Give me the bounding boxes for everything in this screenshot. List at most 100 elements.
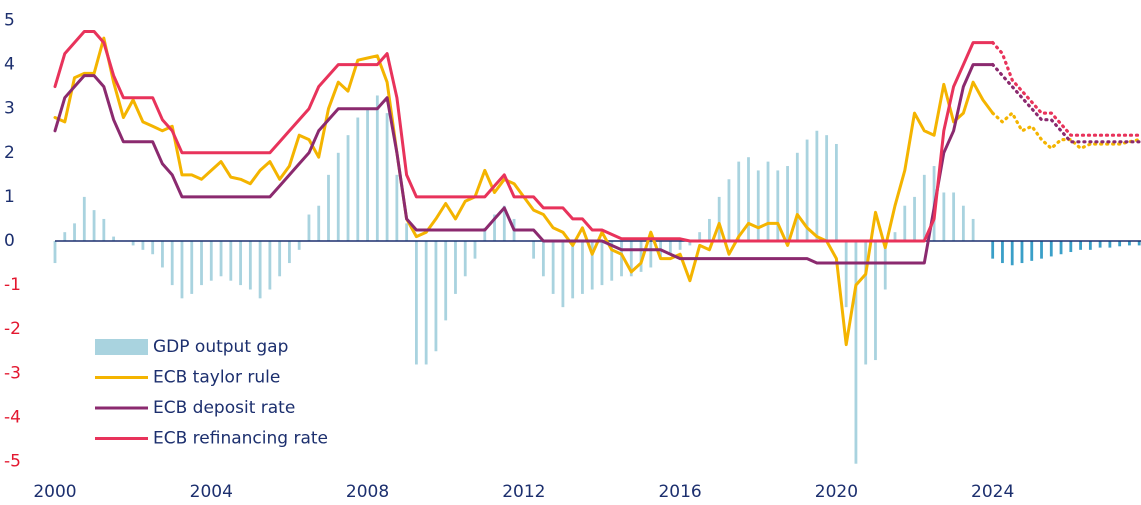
bar: [1001, 241, 1004, 264]
bar: [493, 214, 496, 241]
bar: [268, 241, 272, 290]
bar: [581, 241, 584, 294]
x-tick-label: 2012: [502, 482, 545, 502]
bar: [883, 241, 887, 290]
bar: [346, 135, 350, 241]
bar: [131, 241, 135, 246]
bar: [73, 223, 76, 241]
x-tick-label: 2016: [658, 482, 701, 502]
bar: [258, 241, 262, 299]
bar: [678, 241, 682, 250]
bar: [698, 232, 702, 241]
bar: [971, 218, 975, 241]
bar: [903, 205, 907, 241]
bar: [1137, 241, 1141, 246]
bar: [239, 241, 242, 286]
bar: [63, 232, 67, 241]
forecast-line: [991, 41, 1141, 137]
bar: [1010, 241, 1014, 266]
bar: [414, 241, 418, 365]
bar: [1069, 241, 1073, 253]
bar: [942, 192, 946, 241]
x-tick-label: 2004: [190, 482, 233, 502]
bar: [786, 166, 789, 241]
bar: [375, 95, 379, 241]
bar: [835, 143, 838, 241]
bar: [317, 205, 321, 241]
bar: [180, 241, 184, 299]
bar: [756, 170, 760, 241]
bar: [629, 241, 633, 277]
bar: [561, 241, 565, 308]
bar: [229, 241, 233, 281]
y-tick-label: -4: [4, 407, 21, 427]
bar: [209, 241, 213, 281]
y-tick-label: 1: [4, 187, 15, 207]
y-tick-label: 5: [4, 11, 15, 31]
bar: [463, 241, 467, 277]
bar: [961, 205, 965, 241]
y-tick-label: 0: [4, 231, 15, 251]
bar: [278, 241, 282, 277]
bar: [200, 241, 203, 286]
bar: [385, 113, 389, 241]
bar: [727, 179, 731, 241]
legend-swatch: [95, 339, 148, 355]
x-tick-label: 2008: [346, 482, 389, 502]
bar: [688, 241, 692, 246]
bar: [502, 205, 506, 241]
bar: [297, 241, 301, 250]
bar: [141, 241, 145, 250]
y-tick-label: -1: [4, 275, 21, 295]
bar: [913, 196, 916, 241]
bar: [1108, 241, 1112, 248]
bar: [1020, 241, 1024, 264]
bar: [1049, 241, 1053, 257]
bar: [893, 232, 897, 241]
bar: [161, 241, 164, 268]
bar: [424, 241, 428, 365]
bar: [551, 241, 555, 294]
bar: [1098, 241, 1102, 248]
bar: [92, 210, 96, 241]
bar: [991, 241, 995, 259]
bar: [747, 157, 750, 241]
bar: [170, 241, 174, 286]
legend-label: ECB taylor rule: [153, 368, 280, 388]
bar: [708, 218, 711, 241]
x-tick-label: 2000: [33, 482, 76, 502]
bar: [952, 192, 956, 241]
forecast-line: [991, 62, 1141, 144]
bar: [668, 241, 672, 255]
line: [53, 36, 995, 347]
line: [53, 30, 995, 243]
y-tick-label: 2: [4, 143, 15, 163]
bar: [151, 241, 155, 255]
bar: [356, 117, 360, 241]
bar: [541, 241, 545, 277]
bar: [473, 241, 477, 259]
bar: [336, 152, 340, 241]
bar: [444, 241, 448, 321]
bar: [1079, 241, 1082, 250]
y-tick-label: 4: [4, 55, 15, 75]
bar: [102, 218, 106, 241]
x-tick-label: 2020: [815, 482, 858, 502]
bar: [405, 223, 409, 241]
bar: [366, 108, 369, 241]
bar: [532, 241, 536, 259]
bar: [483, 227, 487, 241]
bar: [795, 152, 799, 241]
bar: [53, 241, 57, 264]
bar: [82, 196, 86, 241]
bar: [190, 241, 194, 294]
bar: [112, 236, 116, 241]
bar: [571, 241, 575, 299]
bar: [874, 241, 877, 361]
bar: [248, 241, 252, 290]
bar: [639, 241, 643, 272]
bar: [844, 241, 848, 308]
bar: [922, 174, 926, 241]
bar: [620, 241, 623, 277]
